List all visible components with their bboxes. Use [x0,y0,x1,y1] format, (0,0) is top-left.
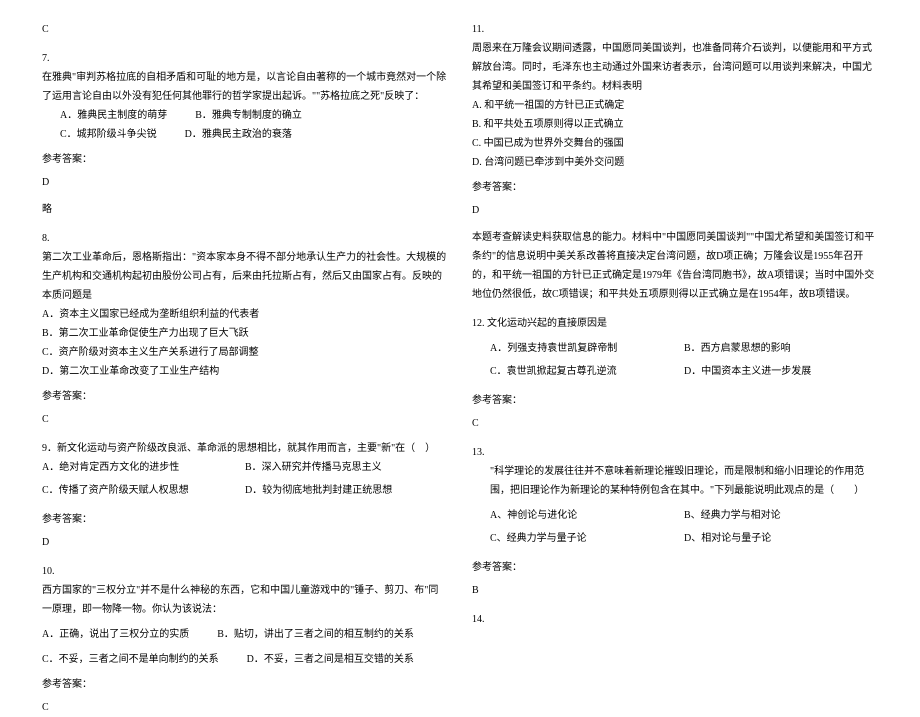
q11-opt-b: B. 和平共处五项原则得以正式确立 [472,115,878,134]
q8-stem: 第二次工业革命后，恩格斯指出："资本家本身不得不部分地承认生产力的社会性。大规模… [42,248,448,305]
q8-opt-d: D．第二次工业革命改变了工业生产结构 [42,362,448,381]
q11-stem: 周恩来在万隆会议期间透露，中国愿同美国谈判，也准备同蒋介石谈判，以便能用和平方式… [472,39,878,96]
q11-block: 11. 周恩来在万隆会议期间透露，中国愿同美国谈判，也准备同蒋介石谈判，以便能用… [472,20,878,304]
q11-num: 11. [472,20,878,39]
q9-opt-d: D．较为彻底地批判封建正统思想 [245,481,448,500]
q10-row2: C．不妥，三者之间不是单向制约的关系 D．不妥，三者之间是相互交错的关系 [42,650,448,669]
q9-block: 9．新文化运动与资产阶级改良派、革命派的思想相比，就其作用而言，主要"新"在（ … [42,439,448,552]
q7-stem: 在雅典"审判苏格拉底的自相矛盾和可耻的地方是，以言论自由著称的一个城市竟然对一个… [42,68,448,106]
q10-answer-value: C [42,698,448,717]
q7-opt-b: B．雅典专制制度的确立 [195,106,302,125]
q8-answer-label: 参考答案： [42,387,448,406]
q13-block: 13. "科学理论的发展往往并不意味着新理论摧毁旧理论，而是限制和缩小旧理论的作… [472,443,878,600]
q9-answer-label: 参考答案： [42,510,448,529]
q10-num: 10. [42,562,448,581]
q9-options: A．绝对肯定西方文化的进步性 B．深入研究并传播马克思主义 C．传播了资产阶级天… [42,458,448,504]
q8-num: 8. [42,229,448,248]
q8-opt-b: B．第二次工业革命促使生产力出现了巨大飞跃 [42,324,448,343]
q13-opt-d: D、相对论与量子论 [684,529,878,548]
q7-note: 略 [42,200,448,219]
q12-stem: 文化运动兴起的直接原因是 [487,318,607,329]
q7-row1: A．雅典民主制度的萌芽 B．雅典专制制度的确立 [42,106,448,125]
q8-opt-a: A．资本主义国家已经成为垄断组织利益的代表者 [42,305,448,324]
q9-opt-b: B．深入研究并传播马克思主义 [245,458,448,477]
q13-stem: "科学理论的发展往往并不意味着新理论摧毁旧理论，而是限制和缩小旧理论的作用范围，… [472,462,878,500]
q13-opt-b: B、经典力学与相对论 [684,506,878,525]
q7-block: 7. 在雅典"审判苏格拉底的自相矛盾和可耻的地方是，以言论自由著称的一个城市竟然… [42,49,448,219]
q12-opt-b: B．西方启蒙思想的影响 [684,339,878,358]
q12-opt-a: A．列强支持袁世凯复辟帝制 [490,339,684,358]
q10-block: 10. 西方国家的"三权分立"并不是什么神秘的东西，它和中国儿童游戏中的"锤子、… [42,562,448,717]
q7-answer-label: 参考答案： [42,150,448,169]
q10-opt-c: C．不妥，三者之间不是单向制约的关系 [42,650,219,669]
left-column: C 7. 在雅典"审判苏格拉底的自相矛盾和可耻的地方是，以言论自由著称的一个城市… [30,20,460,631]
q12-opt-d: D．中国资本主义进一步发展 [684,362,878,381]
q11-answer-label: 参考答案： [472,178,878,197]
q9-opt-c: C．传播了资产阶级天赋人权思想 [42,481,245,500]
q12-answer-label: 参考答案： [472,391,878,410]
q11-explanation: 本题考查解读史料获取信息的能力。材料中"中国愿同美国谈判""中国尤希望和美国签订… [472,228,878,304]
q8-opt-c: C．资产阶级对资本主义生产关系进行了局部调整 [42,343,448,362]
q11-opt-d: D. 台湾问题已牵涉到中美外交问题 [472,153,878,172]
q14-num: 14. [472,610,878,629]
q12-answer-value: C [472,414,878,433]
q6-answer: C [42,20,448,39]
q11-opt-a: A. 和平统一祖国的方针已正式确定 [472,96,878,115]
q13-num: 13. [472,443,878,462]
q7-opt-a: A．雅典民主制度的萌芽 [60,106,167,125]
q12-block: 12. 文化运动兴起的直接原因是 A．列强支持袁世凯复辟帝制 B．西方启蒙思想的… [472,314,878,433]
q10-opt-a: A．正确，说出了三权分立的实质 [42,625,189,644]
q7-answer-value: D [42,173,448,192]
q8-answer-value: C [42,410,448,429]
q10-opt-b: B．贴切，讲出了三者之间的相互制约的关系 [217,625,414,644]
q10-opt-d: D．不妥，三者之间是相互交错的关系 [247,650,414,669]
q11-answer-value: D [472,201,878,220]
q7-row2: C．城邦阶级斗争尖锐 D．雅典民主政治的衰落 [42,125,448,144]
q14-block: 14. [472,610,878,629]
q7-num: 7. [42,49,448,68]
q6-answer-block: C [42,20,448,39]
q13-answer-label: 参考答案： [472,558,878,577]
q8-block: 8. 第二次工业革命后，恩格斯指出："资本家本身不得不部分地承认生产力的社会性。… [42,229,448,429]
q10-answer-label: 参考答案： [42,675,448,694]
q12-opt-c: C．袁世凯掀起复古尊孔逆流 [490,362,684,381]
q9-answer-value: D [42,533,448,552]
q13-answer-value: B [472,581,878,600]
q13-options: A、神创论与进化论 B、经典力学与相对论 C、经典力学与量子论 D、相对论与量子… [472,506,878,552]
q12-options: A．列强支持袁世凯复辟帝制 B．西方启蒙思想的影响 C．袁世凯掀起复古尊孔逆流 … [472,339,878,385]
right-column: 11. 周恩来在万隆会议期间透露，中国愿同美国谈判，也准备同蒋介石谈判，以便能用… [460,20,890,631]
q10-row1: A．正确，说出了三权分立的实质 B．贴切，讲出了三者之间的相互制约的关系 [42,625,448,644]
q9-num: 9． [42,443,57,454]
q7-opt-c: C．城邦阶级斗争尖锐 [60,125,157,144]
q12-num: 12. [472,318,487,329]
q11-opt-c: C. 中国已成为世界外交舞台的强国 [472,134,878,153]
q13-opt-c: C、经典力学与量子论 [490,529,684,548]
q9-opt-a: A．绝对肯定西方文化的进步性 [42,458,245,477]
q10-stem: 西方国家的"三权分立"并不是什么神秘的东西，它和中国儿童游戏中的"锤子、剪刀、布… [42,581,448,619]
q13-opt-a: A、神创论与进化论 [490,506,684,525]
q9-stem: 新文化运动与资产阶级改良派、革命派的思想相比，就其作用而言，主要"新"在（ ） [57,443,435,454]
q7-opt-d: D．雅典民主政治的衰落 [185,125,292,144]
